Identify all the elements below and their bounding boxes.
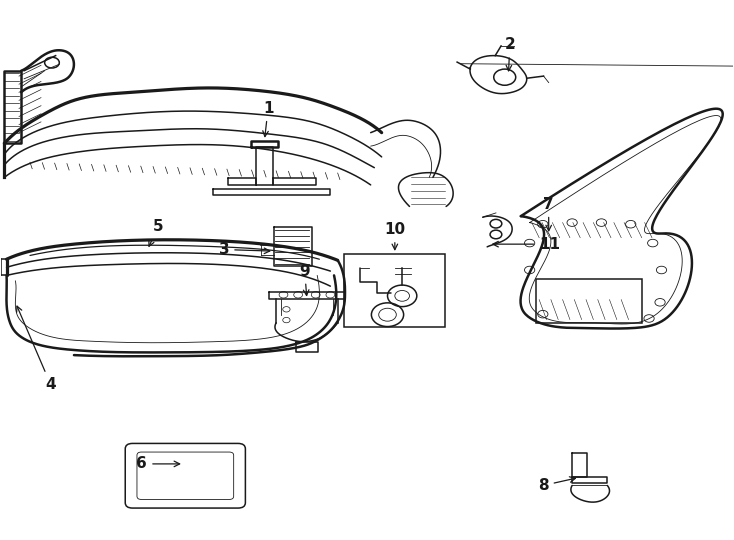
Text: 11: 11 — [493, 237, 560, 252]
Text: 9: 9 — [299, 264, 310, 295]
Bar — [536, 279, 642, 323]
Text: 8: 8 — [538, 477, 575, 493]
Text: 6: 6 — [137, 456, 180, 471]
Text: 10: 10 — [385, 222, 405, 249]
Text: 7: 7 — [543, 197, 554, 231]
Text: 1: 1 — [263, 101, 273, 137]
Text: 3: 3 — [219, 242, 270, 257]
Text: 2: 2 — [504, 37, 515, 71]
Text: 5: 5 — [149, 219, 164, 246]
Text: 4: 4 — [17, 306, 56, 392]
Bar — [344, 254, 446, 327]
